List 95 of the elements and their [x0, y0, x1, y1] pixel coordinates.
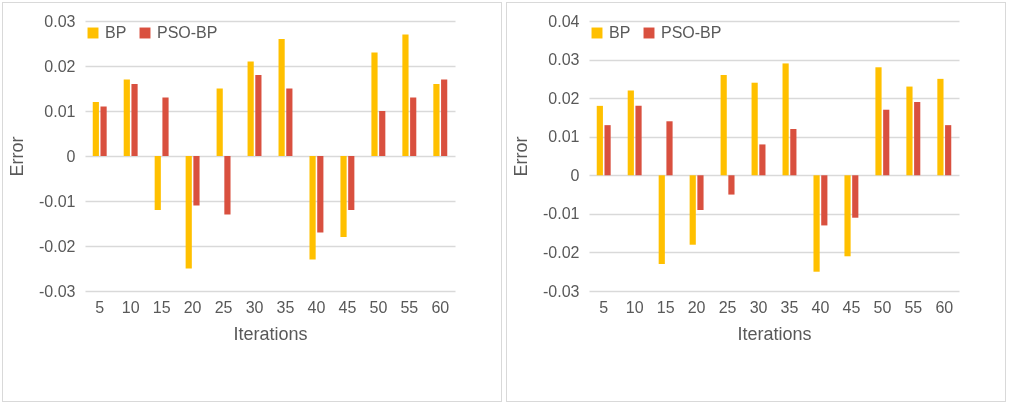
x-tick-label: 25 [718, 298, 737, 316]
bar [216, 88, 223, 156]
bar [937, 78, 944, 176]
bar [821, 175, 828, 226]
bar [627, 90, 634, 176]
x-tick-label: 55 [400, 298, 419, 316]
x-tick-label: 35 [780, 298, 799, 316]
bar [751, 82, 758, 176]
bar [433, 84, 440, 156]
bar [813, 175, 820, 272]
y-tick-label: 0.02 [44, 57, 76, 75]
x-axis-title: Iterations [737, 323, 812, 344]
x-tick-label: 30 [749, 298, 768, 316]
bar [162, 97, 169, 156]
bar [348, 156, 355, 210]
x-tick-label: 55 [904, 298, 923, 316]
legend-label: PSO-BP [661, 24, 722, 41]
bar [728, 175, 735, 195]
bar [154, 156, 161, 210]
legend-label: BP [105, 24, 127, 41]
y-tick-label: -0.01 [39, 192, 76, 210]
x-tick-label: 50 [873, 298, 892, 316]
bar [100, 106, 107, 156]
bar [371, 52, 378, 156]
y-tick-label: -0.03 [39, 282, 76, 300]
x-tick-label: 10 [625, 298, 644, 316]
bar [340, 156, 347, 237]
bar [790, 129, 797, 176]
y-axis-title: Error [511, 136, 532, 177]
bar [945, 125, 952, 176]
bar [92, 102, 99, 156]
y-tick-label: 0 [570, 166, 580, 184]
bar [875, 67, 882, 176]
y-tick-label: 0.04 [548, 12, 580, 30]
bar [441, 79, 448, 156]
y-tick-label: 0.03 [548, 51, 580, 69]
x-tick-label: 35 [276, 298, 295, 316]
bar [604, 125, 611, 176]
x-tick-label: 40 [811, 298, 830, 316]
bar [697, 175, 704, 210]
bar [185, 156, 192, 269]
bar [410, 97, 417, 156]
bar [635, 105, 642, 176]
x-tick-label: 5 [599, 298, 609, 316]
bar [131, 84, 138, 156]
bar [906, 86, 913, 176]
legend-label: PSO-BP [157, 24, 218, 41]
x-tick-label: 20 [183, 298, 202, 316]
y-tick-label: -0.02 [39, 237, 76, 255]
x-tick-label: 25 [214, 298, 233, 316]
bar [224, 156, 231, 215]
y-tick-label: 0.02 [548, 89, 580, 107]
bar [255, 75, 262, 156]
x-tick-label: 60 [431, 298, 450, 316]
bar [666, 121, 673, 176]
y-tick-label: 0 [66, 147, 76, 165]
bar [123, 79, 130, 156]
bar [278, 39, 285, 156]
x-tick-label: 60 [935, 298, 954, 316]
x-axis-title: Iterations [233, 323, 308, 344]
x-tick-label: 5 [95, 298, 105, 316]
y-tick-label: -0.03 [543, 282, 580, 300]
bar [883, 109, 890, 176]
bar [782, 63, 789, 176]
bar [193, 156, 200, 206]
bar [759, 144, 766, 176]
bar [720, 75, 727, 176]
x-tick-label: 45 [338, 298, 357, 316]
x-tick-label: 15 [152, 298, 171, 316]
bar [689, 175, 696, 245]
y-axis-title: Error [7, 136, 28, 177]
bar [247, 61, 254, 156]
y-tick-label: 0.01 [44, 102, 76, 120]
bar [914, 102, 921, 176]
x-tick-label: 45 [842, 298, 861, 316]
bar [844, 175, 851, 257]
y-tick-label: -0.01 [543, 205, 580, 223]
x-tick-label: 50 [369, 298, 388, 316]
x-tick-label: 15 [656, 298, 675, 316]
bar [852, 175, 859, 218]
bar [658, 175, 665, 264]
legend-label: BP [609, 24, 631, 41]
x-tick-label: 40 [307, 298, 326, 316]
bar [379, 111, 386, 156]
y-tick-label: -0.02 [543, 243, 580, 261]
bar [309, 156, 316, 260]
bar [596, 105, 603, 176]
bar [286, 88, 293, 156]
bar [402, 34, 409, 156]
x-tick-label: 10 [121, 298, 140, 316]
bar [317, 156, 324, 233]
y-tick-label: 0.03 [44, 12, 76, 30]
x-tick-label: 20 [687, 298, 706, 316]
x-tick-label: 30 [245, 298, 264, 316]
y-tick-label: 0.01 [548, 128, 580, 146]
